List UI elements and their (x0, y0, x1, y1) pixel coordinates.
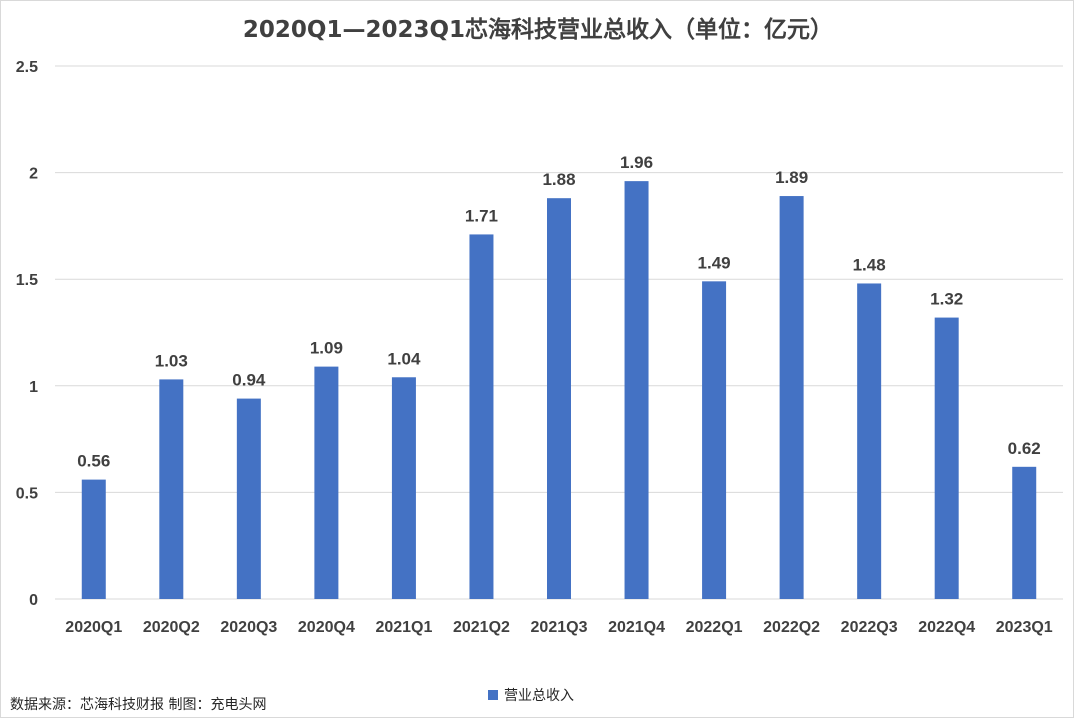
bar (469, 234, 494, 600)
bar (391, 377, 416, 599)
x-tick-label: 2021Q2 (453, 619, 510, 636)
x-tick-label: 2020Q1 (65, 619, 122, 636)
data-label: 1.48 (853, 255, 886, 274)
data-label: 1.03 (155, 351, 188, 370)
x-tick-label: 2020Q2 (143, 619, 200, 636)
data-label: 1.89 (775, 168, 808, 187)
bar (547, 198, 571, 599)
chart-title: 2020Q1—2023Q1芯海科技营业总收入（单位：亿元） (242, 17, 834, 43)
x-tick-label: 2021Q3 (531, 619, 588, 636)
legend-label: 营业总收入 (504, 688, 574, 704)
bar (236, 398, 261, 599)
data-label: 0.56 (77, 452, 110, 471)
bar (1012, 466, 1037, 599)
x-tick-label: 2023Q1 (996, 619, 1053, 636)
bar (702, 281, 727, 599)
source-note: 数据来源：芯海科技财报 制图：充电头网 (10, 697, 267, 713)
bar (779, 196, 804, 599)
y-tick-label: 1.5 (16, 272, 38, 289)
data-label: 1.32 (930, 290, 963, 309)
legend: 营业总收入 (488, 685, 574, 705)
x-tick-label: 2020Q4 (298, 619, 355, 636)
y-tick-label: 2.5 (16, 59, 38, 76)
bar (314, 366, 339, 599)
legend-swatch (488, 690, 498, 700)
x-tick-label: 2021Q4 (608, 619, 665, 636)
y-tick-label: 2 (29, 166, 38, 183)
data-label: 0.94 (232, 371, 266, 390)
data-label: 1.88 (542, 170, 575, 189)
x-tick-label: 2022Q2 (763, 619, 820, 636)
y-tick-label: 0 (29, 592, 38, 609)
bar (624, 181, 649, 600)
y-tick-label: 0.5 (16, 485, 38, 502)
data-label: 1.49 (698, 253, 731, 272)
x-tick-label: 2021Q1 (375, 619, 432, 636)
x-tick-label: 2022Q1 (686, 619, 743, 636)
data-label: 1.71 (465, 206, 498, 225)
bar (81, 479, 106, 599)
data-label: 1.04 (387, 349, 421, 368)
bar (934, 317, 959, 599)
data-label: 0.62 (1008, 439, 1041, 458)
x-tick-label: 2022Q4 (918, 619, 975, 636)
data-label: 1.96 (620, 153, 653, 172)
x-tick-label: 2022Q3 (841, 619, 898, 636)
bar (857, 283, 882, 599)
data-label: 1.09 (310, 339, 343, 358)
x-tick-label: 2020Q3 (220, 619, 277, 636)
bar (159, 379, 184, 599)
y-tick-label: 1 (29, 379, 38, 396)
